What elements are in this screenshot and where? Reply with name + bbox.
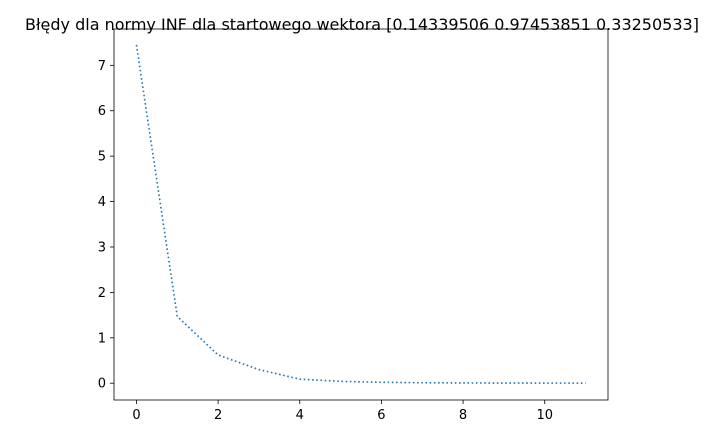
y-tick-label-5: 5 (98, 150, 106, 165)
x-tick-label-2: 4 (296, 408, 304, 423)
x-axis: 0 2 4 6 8 10 (132, 400, 553, 423)
y-tick-label-6: 6 (98, 104, 106, 119)
x-tick-label-5: 10 (536, 408, 553, 423)
y-axis: 0 1 2 3 4 5 6 7 (98, 59, 114, 392)
plot-area: 0 2 4 6 8 10 0 1 2 3 4 5 6 7 (98, 28, 609, 423)
y-tick-label-4: 4 (98, 195, 106, 210)
series-layer (135, 44, 586, 384)
y-tick-label-0: 0 (98, 377, 106, 392)
y-tick-label-2: 2 (98, 286, 106, 301)
x-tick-label-4: 8 (459, 408, 467, 423)
axes-frame (113, 28, 609, 401)
y-tick-label-1: 1 (98, 331, 106, 346)
y-tick-label-7: 7 (98, 59, 106, 74)
x-tick-label-1: 2 (214, 408, 222, 423)
y-tick-label-3: 3 (98, 240, 106, 255)
x-tick-label-0: 0 (132, 408, 140, 423)
series-line-0 (135, 44, 586, 384)
x-tick-label-3: 6 (377, 408, 385, 423)
chart-title: Błędy dla normy INF dla startowego wekto… (25, 15, 699, 34)
